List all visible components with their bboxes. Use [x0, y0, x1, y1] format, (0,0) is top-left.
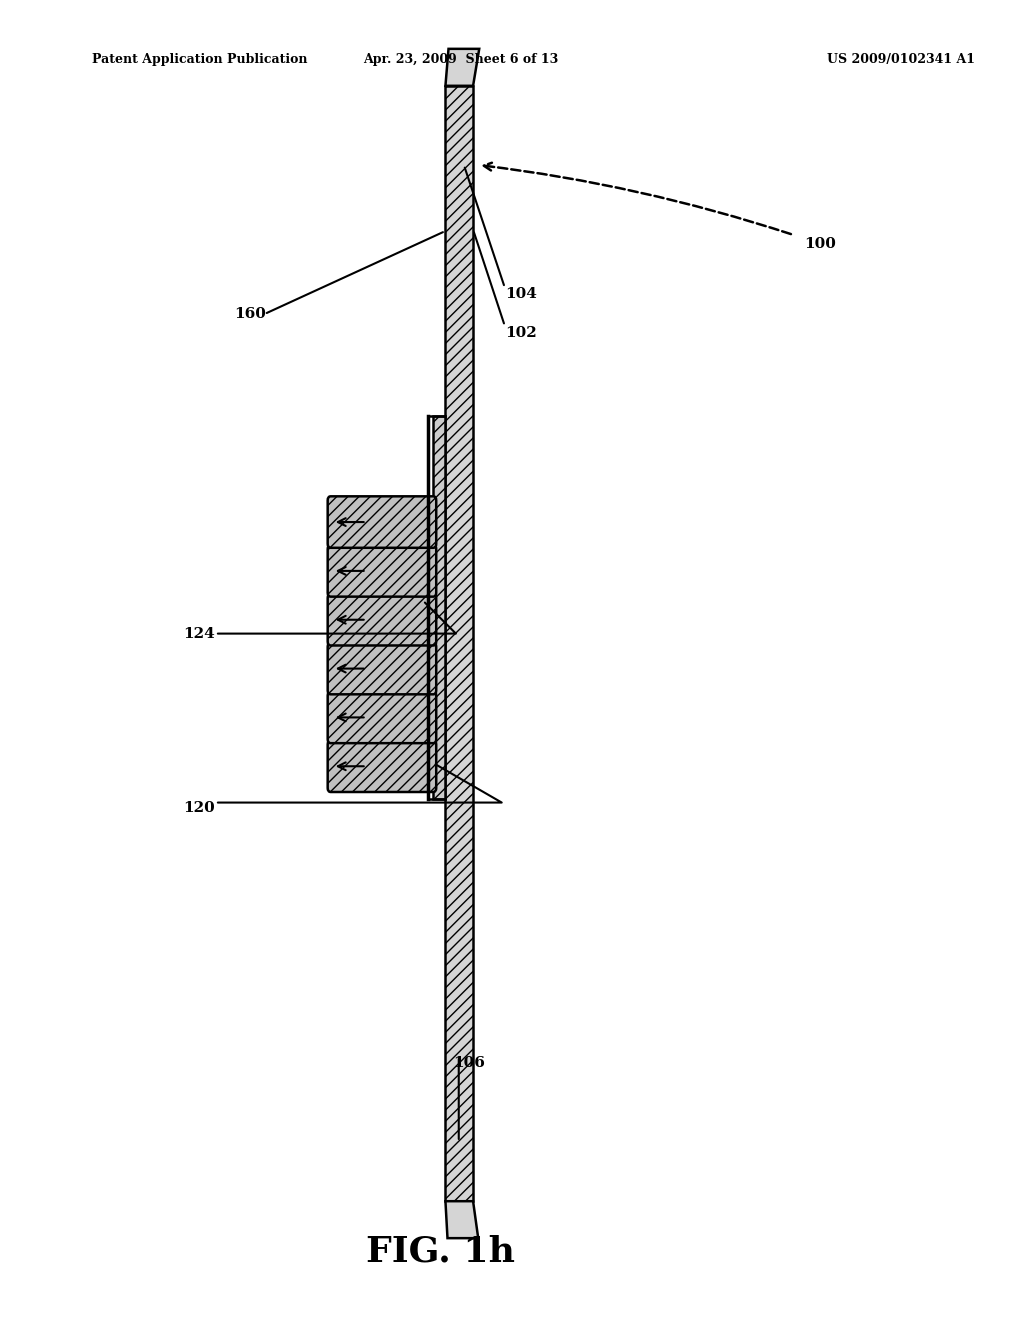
FancyBboxPatch shape — [328, 643, 436, 694]
Text: 160: 160 — [234, 308, 266, 321]
FancyBboxPatch shape — [328, 741, 436, 792]
Polygon shape — [445, 49, 479, 86]
Polygon shape — [445, 1201, 478, 1238]
Bar — [445, 86, 473, 1201]
Text: 104: 104 — [505, 288, 537, 301]
Text: 120: 120 — [183, 801, 215, 814]
Text: 124: 124 — [183, 627, 215, 640]
FancyBboxPatch shape — [328, 496, 436, 548]
Text: US 2009/0102341 A1: US 2009/0102341 A1 — [827, 53, 975, 66]
Text: 106: 106 — [454, 1056, 485, 1069]
FancyBboxPatch shape — [328, 692, 436, 743]
Text: 100: 100 — [804, 238, 836, 251]
Text: 102: 102 — [505, 326, 537, 339]
Bar — [433, 416, 445, 799]
Text: FIG. 1h: FIG. 1h — [366, 1234, 515, 1269]
FancyBboxPatch shape — [328, 545, 436, 597]
FancyBboxPatch shape — [328, 594, 436, 645]
Bar — [445, 86, 473, 1201]
Bar — [433, 416, 445, 799]
Text: Patent Application Publication: Patent Application Publication — [92, 53, 307, 66]
Text: Apr. 23, 2009  Sheet 6 of 13: Apr. 23, 2009 Sheet 6 of 13 — [364, 53, 558, 66]
